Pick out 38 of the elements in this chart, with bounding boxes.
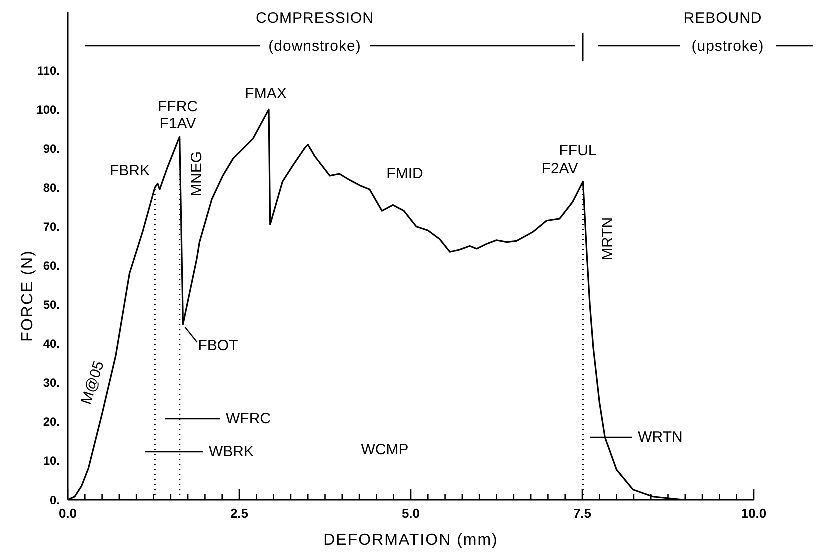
annotation: F2AV (542, 160, 578, 178)
x-tick-label: 0.0 (58, 506, 78, 521)
y-tick-label: 60. (43, 259, 60, 274)
annotation: FBOT (198, 337, 238, 354)
annotation: REBOUND (684, 10, 762, 27)
x-tick-label: 10.0 (741, 506, 767, 521)
annotation: WCMP (361, 442, 409, 458)
annotation: COMPRESSION (256, 10, 374, 27)
annotation: WRTN (638, 429, 683, 446)
annotation: MRTN (600, 217, 616, 261)
annotation: FBRK (110, 162, 150, 180)
y-tick-label: 80. (43, 180, 60, 195)
annotation: FFUL (559, 142, 597, 160)
annotation: M@05 (78, 359, 108, 407)
y-tick-label: 50. (43, 298, 60, 312)
annotation: F1AV (160, 116, 196, 132)
y-tick-label: 30. (43, 376, 60, 390)
annotation: FMAX (245, 86, 287, 102)
annotation: WFRC (226, 410, 272, 428)
y-tick-label: 110. (37, 64, 60, 78)
x-tick-label: 2.5 (230, 506, 249, 521)
annotation: FMID (386, 166, 424, 182)
annotation: FFRC (158, 98, 198, 116)
x-axis-title: DEFORMATION (mm) (324, 532, 498, 549)
annotation: MNEG (188, 152, 206, 196)
x-tick-label: 7.5 (573, 506, 592, 521)
annotation: (downstroke) (268, 38, 362, 55)
x-tick-label: 5.0 (402, 506, 420, 521)
y-axis-title: FORCE (N) (20, 250, 36, 342)
y-tick-label: 40. (43, 337, 60, 352)
annotation: (upstroke) (692, 38, 764, 55)
y-tick-label: 100. (36, 102, 60, 117)
y-tick-label: 70. (43, 220, 60, 234)
y-tick-label: 20. (43, 415, 60, 430)
y-tick-label: 0. (50, 493, 60, 508)
annotation: WBRK (209, 444, 254, 460)
y-tick-label: 90. (43, 142, 60, 156)
y-tick-label: 10. (43, 454, 60, 468)
